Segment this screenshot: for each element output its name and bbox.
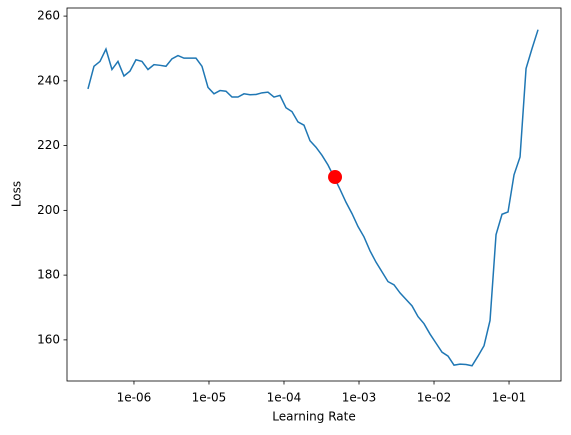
x-tick-label: 1e-01 [492,391,527,405]
y-tick-label: 220 [37,138,60,152]
x-axis-label: Learning Rate [272,410,355,424]
loss-line [87,29,539,367]
x-tick-label: 1e-06 [117,391,152,405]
suggested-lr-marker [328,170,343,185]
y-tick-label: 180 [37,268,60,282]
y-tick-label: 260 [37,9,60,23]
x-tick-label: 1e-03 [342,391,377,405]
y-tick-label: 200 [37,203,60,217]
y-tick-label: 240 [37,73,60,87]
x-tick-label: 1e-05 [192,391,227,405]
y-axis-label: Loss [10,181,24,207]
y-tick-label: 160 [37,332,60,346]
x-tick-label: 1e-04 [267,391,302,405]
axes-frame [66,7,562,382]
x-tick-label: 1e-02 [417,391,452,405]
